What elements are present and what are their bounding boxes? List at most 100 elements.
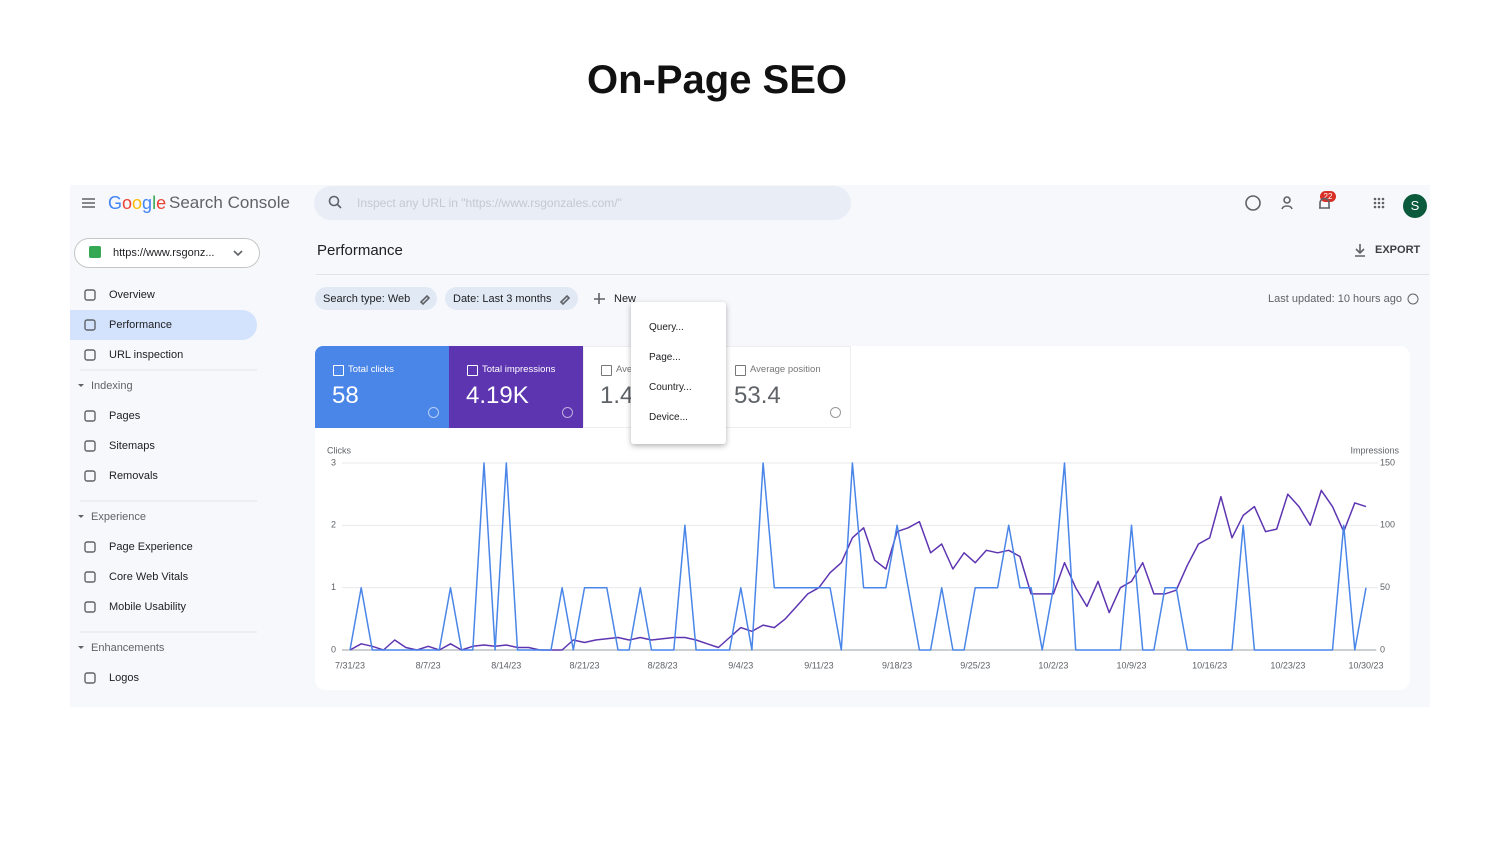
metric-card[interactable] bbox=[315, 346, 449, 428]
card-label: Total clicks bbox=[348, 364, 394, 375]
search-placeholder: Inspect any URL in "https://www.rsgonzal… bbox=[357, 196, 622, 210]
notification-badge: 22 bbox=[1320, 191, 1336, 202]
card-checkbox[interactable] bbox=[601, 365, 612, 376]
x-tick-label: 9/18/23 bbox=[882, 660, 912, 670]
filter-chip[interactable] bbox=[445, 287, 578, 310]
last-updated: Last updated: 10 hours ago bbox=[1268, 293, 1402, 305]
avatar[interactable]: S bbox=[1403, 194, 1427, 218]
help-icon[interactable] bbox=[1245, 195, 1261, 211]
plus-icon bbox=[594, 293, 605, 304]
dropdown-icon bbox=[233, 250, 243, 257]
nav-item[interactable]: URL inspection bbox=[109, 349, 184, 361]
property-selector[interactable] bbox=[74, 238, 260, 268]
section-heading[interactable]: Experience bbox=[91, 511, 147, 523]
search-icon bbox=[336, 203, 342, 209]
section-heading[interactable]: Enhancements bbox=[91, 642, 165, 654]
nav-icon bbox=[84, 601, 96, 613]
product-name: Search Console bbox=[169, 193, 290, 212]
nav-active-bg bbox=[70, 310, 257, 340]
card-help bbox=[562, 407, 573, 418]
card-checkbox[interactable] bbox=[467, 365, 478, 376]
filter-label: Search type: Web bbox=[323, 293, 411, 305]
card-value: 58 bbox=[332, 382, 359, 409]
series-line bbox=[349, 489, 1367, 651]
nav-item[interactable]: Core Web Vitals bbox=[109, 571, 189, 583]
x-tick-label: 7/31/23 bbox=[335, 660, 365, 670]
export-button[interactable]: EXPORT bbox=[1375, 244, 1421, 256]
y2-tick-label: 0 bbox=[1380, 644, 1385, 654]
card-value: 1.4 bbox=[600, 382, 634, 409]
dropdown-menu bbox=[631, 302, 726, 444]
app-grid[interactable] bbox=[1373, 197, 1385, 209]
edit-icon bbox=[419, 294, 431, 306]
metric-card[interactable] bbox=[449, 346, 583, 428]
menu-icon[interactable] bbox=[82, 198, 95, 208]
x-tick-label: 9/11/23 bbox=[804, 660, 833, 670]
menu-item[interactable]: Query... bbox=[649, 322, 684, 333]
slide-title: On-Page SEO bbox=[586, 58, 848, 102]
nav-item[interactable]: Overview bbox=[109, 289, 155, 301]
filter-chip[interactable] bbox=[315, 287, 437, 310]
collapse-icon bbox=[78, 515, 84, 518]
x-tick-label: 9/25/23 bbox=[960, 660, 990, 670]
menu-item[interactable]: Device... bbox=[649, 412, 688, 423]
y-tick-label: 1 bbox=[331, 582, 336, 592]
nav-item[interactable]: Performance bbox=[109, 319, 172, 331]
card-checkbox[interactable] bbox=[735, 365, 746, 376]
x-tick-label: 10/23/23 bbox=[1270, 660, 1305, 670]
x-tick-label: 8/14/23 bbox=[491, 660, 521, 670]
nav-icon bbox=[84, 410, 96, 422]
page-heading: Performance bbox=[317, 242, 403, 259]
series-line bbox=[349, 462, 1367, 651]
menu-item[interactable]: Page... bbox=[649, 352, 681, 363]
edit-icon bbox=[559, 294, 571, 306]
settings-icon[interactable] bbox=[1283, 196, 1291, 204]
y-tick-label: 2 bbox=[331, 520, 336, 530]
x-tick-label: 8/7/23 bbox=[416, 660, 441, 670]
y2-tick-label: 150 bbox=[1380, 457, 1395, 467]
nav-icon bbox=[84, 440, 96, 452]
divider bbox=[316, 274, 1429, 275]
nav-icon bbox=[84, 319, 96, 331]
nav-icon bbox=[84, 541, 96, 553]
nav-item[interactable]: Pages bbox=[109, 410, 141, 422]
collapse-icon bbox=[78, 646, 84, 649]
bell-icon[interactable] bbox=[1319, 197, 1330, 209]
logo: Google bbox=[108, 193, 167, 213]
nav-item[interactable]: Removals bbox=[109, 470, 158, 482]
icons bbox=[82, 195, 1419, 306]
card-label: Average position bbox=[750, 364, 821, 375]
nav-item[interactable]: Mobile Usability bbox=[109, 601, 187, 613]
x-tick-label: 8/28/23 bbox=[648, 660, 678, 670]
section-heading[interactable]: Indexing bbox=[91, 380, 133, 392]
property-icon bbox=[89, 246, 101, 258]
new-filter[interactable]: New bbox=[614, 293, 637, 305]
card-checkbox[interactable] bbox=[333, 365, 344, 376]
search-icon bbox=[328, 195, 340, 207]
card-value: 4.19K bbox=[466, 382, 529, 409]
search-box[interactable] bbox=[314, 186, 851, 220]
nav-icon bbox=[84, 470, 96, 482]
y2-tick-label: 50 bbox=[1380, 582, 1390, 592]
filter-label: Date: Last 3 months bbox=[453, 293, 552, 305]
info-icon bbox=[1407, 293, 1419, 305]
menu-item[interactable]: Country... bbox=[649, 382, 692, 393]
x-tick-label: 9/4/23 bbox=[728, 660, 753, 670]
x-tick-label: 8/21/23 bbox=[569, 660, 599, 670]
nav-item[interactable]: Page Experience bbox=[109, 541, 193, 553]
nav-item[interactable]: Logos bbox=[109, 672, 139, 684]
nav-item[interactable]: Sitemaps bbox=[109, 440, 155, 452]
collapse-icon bbox=[78, 384, 84, 387]
metric-card[interactable] bbox=[717, 346, 851, 428]
x-tick-label: 10/16/23 bbox=[1192, 660, 1227, 670]
card-value: 53.4 bbox=[734, 382, 781, 409]
card-label: Ave bbox=[616, 364, 633, 375]
card-label: Total impressions bbox=[482, 364, 556, 375]
y-tick-label: 0 bbox=[331, 644, 336, 654]
nav-icon bbox=[84, 571, 96, 583]
card-help bbox=[428, 407, 439, 418]
nav-icon bbox=[84, 349, 96, 361]
settings-icon bbox=[1281, 205, 1293, 210]
